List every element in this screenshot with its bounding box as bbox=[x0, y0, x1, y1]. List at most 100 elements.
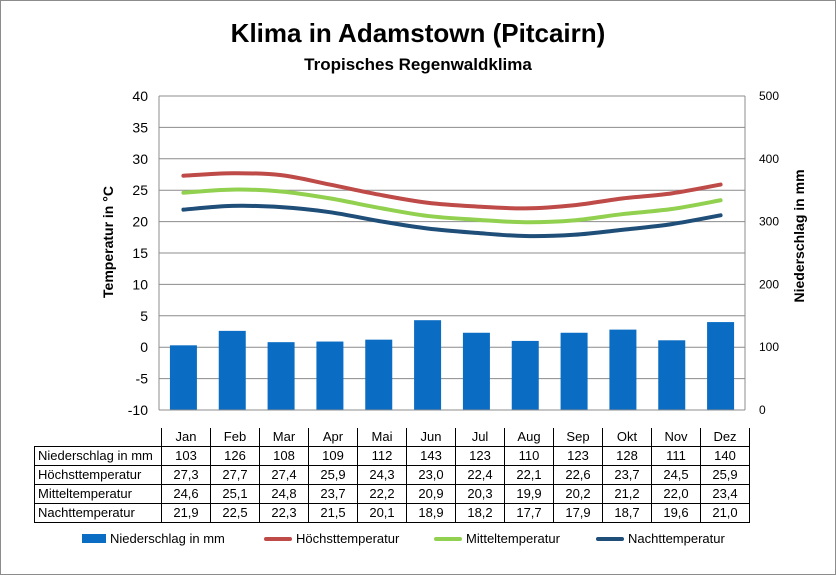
table-cell: 20,2 bbox=[553, 484, 603, 504]
legend-mean-temperature: Mitteltemperatur bbox=[434, 531, 560, 546]
table-cell: 109 bbox=[308, 446, 358, 466]
table-cell: 22,1 bbox=[504, 465, 554, 485]
table-cell: 22,3 bbox=[259, 503, 309, 523]
y-left-tick-label: 40 bbox=[132, 88, 148, 104]
table-row: Mitteltemperatur 24,6 25,1 24,8 23,7 22,2 20,9… bbox=[34, 484, 750, 504]
legend-label: Nachttemperatur bbox=[628, 531, 725, 546]
table-row-label: Mitteltemperatur bbox=[34, 484, 162, 504]
legend-night-temperature: Nachttemperatur bbox=[596, 531, 725, 546]
y-axis-right-label: Niederschlag in mm bbox=[791, 169, 807, 303]
table-cell: 24,8 bbox=[259, 484, 309, 504]
table-cell: 23,7 bbox=[308, 484, 358, 504]
table-row-label: Nachttemperatur bbox=[34, 503, 162, 523]
table-cell: 27,3 bbox=[161, 465, 211, 485]
table-cell: 19,6 bbox=[651, 503, 701, 523]
precipitation-bar bbox=[560, 332, 588, 410]
precipitation-bar bbox=[658, 340, 686, 410]
data-table: Jan Feb Mar Apr Mai Jun Jul Aug Sep Okt Nov Dez Nied… bbox=[34, 428, 750, 523]
x-tick-label: Jul bbox=[455, 428, 505, 447]
legend-precipitation: Niederschlag in mm bbox=[82, 531, 225, 546]
legend-label: Höchsttemperatur bbox=[296, 531, 400, 546]
precipitation-bar bbox=[707, 322, 735, 410]
x-tick-label: Dez bbox=[700, 428, 750, 447]
chart-legend: Niederschlag in mm Höchsttemperatur Mittel… bbox=[0, 531, 836, 551]
x-tick-label: Nov bbox=[651, 428, 701, 447]
precipitation-bar bbox=[218, 330, 246, 410]
table-cell: 110 bbox=[504, 446, 554, 466]
precipitation-bar bbox=[609, 329, 637, 410]
table-cell: 24,6 bbox=[161, 484, 211, 504]
y-axis-left-label: Temperatur in °C bbox=[100, 186, 116, 298]
table-header-row: Jan Feb Mar Apr Mai Jun Jul Aug Sep Okt Nov Dez bbox=[35, 428, 750, 447]
table-cell: 20,9 bbox=[406, 484, 456, 504]
legend-label: Mitteltemperatur bbox=[466, 531, 560, 546]
table-cell: 22,0 bbox=[651, 484, 701, 504]
legend-swatch bbox=[264, 536, 292, 541]
y-left-tick-label: 15 bbox=[132, 245, 148, 261]
y-left-tick-label: -10 bbox=[128, 402, 148, 418]
precipitation-bar bbox=[414, 320, 442, 410]
y-right-tick-label: 100 bbox=[759, 340, 779, 354]
table-cell: 112 bbox=[357, 446, 407, 466]
precipitation-bar bbox=[316, 341, 344, 410]
legend-swatch bbox=[434, 536, 462, 541]
y-left-tick-label: 10 bbox=[132, 276, 148, 292]
table-cell: 126 bbox=[210, 446, 260, 466]
x-tick-label: Mai bbox=[357, 428, 407, 447]
table-cell: 140 bbox=[700, 446, 750, 466]
table-cell: 143 bbox=[406, 446, 456, 466]
x-tick-label: Okt bbox=[602, 428, 652, 447]
x-tick-label: Mar bbox=[259, 428, 309, 447]
table-cell: 20,1 bbox=[357, 503, 407, 523]
x-tick-label: Aug bbox=[504, 428, 554, 447]
table-cell: 123 bbox=[553, 446, 603, 466]
table-cell: 18,9 bbox=[406, 503, 456, 523]
table-cell: 25,9 bbox=[700, 465, 750, 485]
y-left-tick-label: -5 bbox=[136, 371, 149, 387]
table-cell: 23,4 bbox=[700, 484, 750, 504]
table-cell: 22,4 bbox=[455, 465, 505, 485]
y-right-tick-label: 500 bbox=[759, 89, 779, 103]
y-left-tick-label: 0 bbox=[140, 339, 148, 355]
table-row-label: Höchsttemperatur bbox=[34, 465, 162, 485]
table-cell: 23,7 bbox=[602, 465, 652, 485]
precipitation-bar bbox=[511, 340, 539, 410]
y-left-tick-label: 25 bbox=[132, 182, 148, 198]
legend-max-temperature: Höchsttemperatur bbox=[264, 531, 399, 546]
table-cell: 108 bbox=[259, 446, 309, 466]
legend-label: Niederschlag in mm bbox=[110, 531, 225, 546]
precipitation-bar bbox=[267, 342, 295, 410]
chart-title: Klima in Adamstown (Pitcairn) bbox=[230, 18, 606, 48]
precipitation-bar bbox=[169, 345, 197, 410]
table-cell: 17,7 bbox=[504, 503, 554, 523]
table-row: Niederschlag in mm 103 126 108 109 112 143 123 1… bbox=[34, 446, 750, 466]
max-temperature-line bbox=[181, 171, 723, 211]
table-cell: 27,7 bbox=[210, 465, 260, 485]
table-cell: 21,0 bbox=[700, 503, 750, 523]
table-cell: 20,3 bbox=[455, 484, 505, 504]
y-right-tick-label: 200 bbox=[759, 277, 779, 291]
legend-swatch bbox=[82, 534, 106, 543]
y-left-tick-label: 30 bbox=[132, 151, 148, 167]
table-row: Höchsttemperatur 27,3 27,7 27,4 25,9 24,3 23,0… bbox=[34, 465, 750, 485]
x-tick-label: Apr bbox=[308, 428, 358, 447]
y-left-tick-label: 20 bbox=[132, 214, 148, 230]
y-right-tick-label: 400 bbox=[759, 152, 779, 166]
table-cell: 17,9 bbox=[553, 503, 603, 523]
table-cell: 21,2 bbox=[602, 484, 652, 504]
night-temperature-line bbox=[181, 203, 723, 239]
table-row-label: Niederschlag in mm bbox=[34, 446, 162, 466]
table-cell: 22,2 bbox=[357, 484, 407, 504]
x-tick-label: Jun bbox=[406, 428, 456, 447]
table-cell: 18,2 bbox=[455, 503, 505, 523]
precipitation-bar bbox=[365, 339, 393, 410]
x-tick-label: Feb bbox=[210, 428, 260, 447]
table-cell: 21,5 bbox=[308, 503, 358, 523]
y-left-tick-label: 35 bbox=[132, 119, 148, 135]
table-cell: 25,1 bbox=[210, 484, 260, 504]
precipitation-bar bbox=[462, 332, 490, 410]
y-right-tick-label: 0 bbox=[759, 403, 766, 417]
x-tick-label: Jan bbox=[161, 428, 211, 447]
table-cell: 18,7 bbox=[602, 503, 652, 523]
